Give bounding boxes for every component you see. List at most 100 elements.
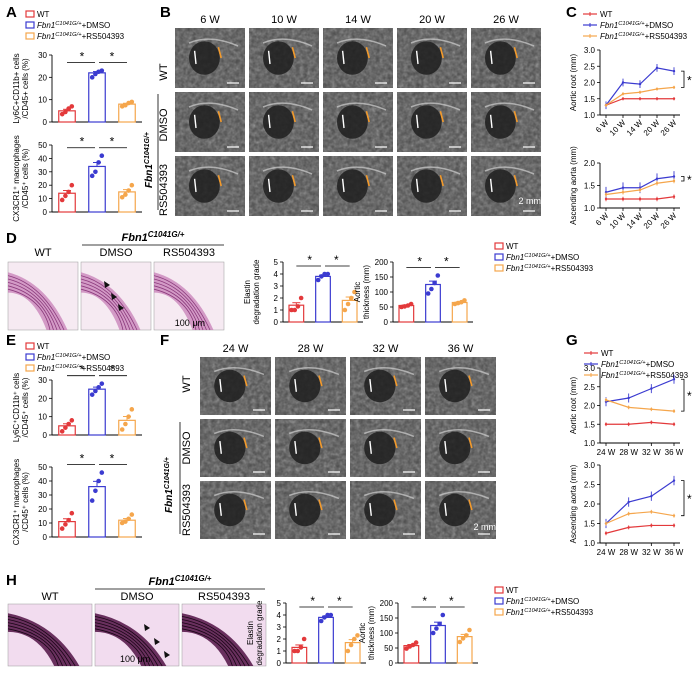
data-point [672, 175, 676, 178]
x-tick-label: 20 W [642, 118, 662, 138]
y-tick-label: 1.0 [584, 539, 596, 548]
elastin-lamella [7, 619, 72, 667]
legend-text: WT [601, 349, 614, 358]
y-tick-label: 5 [277, 599, 282, 608]
aortic-lumen [189, 105, 220, 139]
data-point [89, 173, 95, 179]
legend-entry: WT [600, 10, 613, 19]
data-point [351, 636, 357, 642]
x-tick-label: 10 W [608, 211, 628, 231]
data-point [413, 640, 419, 645]
y-tick-label: 2.5 [584, 383, 596, 392]
legend-entry: Fbn1C1041G/++DMSO [37, 353, 110, 362]
ascending-measure-line [217, 46, 222, 59]
significance-star: * [80, 135, 85, 149]
y-tick-label: 150 [380, 614, 394, 623]
root-measure-line [294, 378, 297, 392]
legend-text: +DMSO [551, 253, 580, 262]
x-tick-label: 28 W [619, 448, 638, 457]
histology-label-wt: WT [34, 247, 51, 259]
elastin-lamella [153, 278, 207, 331]
y-tick-label: 50 [379, 303, 388, 312]
root-measure-line [267, 178, 271, 193]
data-point [672, 97, 676, 100]
y-tick-label: 0 [384, 318, 389, 327]
timepoint-label: 32 W [373, 343, 399, 355]
elastin-lamella [181, 616, 250, 667]
elastin-lamella [181, 622, 242, 667]
legend-entry: Fbn1C1041G/++RS504393 [600, 32, 688, 41]
y-axis-label: degradation grade [255, 600, 264, 665]
genotype-label: Fbn1C1041G/+ [164, 457, 175, 513]
data-point [655, 182, 659, 185]
aortic-lumen [289, 369, 321, 403]
y-tick-label: 2.0 [584, 402, 596, 411]
ascending-measure-line [468, 499, 473, 511]
data-point [650, 495, 653, 498]
aortic-lumen [411, 169, 442, 203]
vessel-wall [484, 166, 535, 175]
y-tick-label: 0 [43, 118, 48, 127]
data-point [93, 169, 98, 175]
elastin-lamella [80, 282, 131, 331]
elastin-lamella [80, 285, 127, 331]
data-point [119, 194, 125, 200]
timepoint-label: 6 W [200, 14, 220, 26]
vessel-wall [484, 102, 535, 111]
data-point [69, 418, 75, 423]
scale-bar-label: 100 μm [175, 318, 205, 328]
bar-chart-A-bottom: 0 10 20 30 40 50 * * CX3CR1⁺ macrophages/CD45⁺ c… [12, 135, 142, 222]
row-label-rs: RS504393 [181, 484, 193, 536]
elastin-lamella [181, 625, 237, 667]
aortic-lumen [485, 41, 516, 75]
y-axis-label: Elastin [246, 621, 255, 645]
vessel-wall [213, 429, 265, 438]
data-point [322, 271, 327, 277]
ascending-measure-line [393, 499, 398, 511]
vessel-wall [288, 429, 340, 438]
genotype-text: C1041G/+ [175, 574, 212, 583]
y-axis-label: Ascending aorta (mm) [569, 146, 578, 225]
legend-entry: Fbn1C1041G/++RS504393 [506, 264, 594, 273]
y-axis-label: Aortic [358, 623, 367, 643]
elastin-lamella [80, 275, 138, 331]
y-tick-label: 30 [38, 51, 47, 60]
legend-text: Fbn1 [506, 264, 524, 273]
data-point [123, 421, 128, 427]
y-tick-label: 0 [277, 659, 282, 668]
legend-text: C1041G/+ [55, 32, 82, 38]
y-axis-label: Ly6C⁺CD11b⁺ cells [12, 373, 21, 442]
data-point [325, 612, 330, 618]
data-point [123, 102, 128, 108]
data-point [655, 197, 659, 201]
root-measure-line [415, 178, 419, 193]
series-line [605, 480, 675, 524]
data-point [621, 197, 625, 201]
y-axis-label: Ascending aorta (mm) [569, 464, 578, 543]
data-point [89, 498, 95, 503]
aortic-wall-section [81, 272, 141, 330]
root-measure-line [267, 50, 271, 65]
legend-text: Fbn1 [37, 32, 55, 41]
y-tick-label: 3.0 [584, 461, 596, 470]
data-point [99, 153, 105, 159]
elastin-lamella [94, 619, 159, 667]
elastin-lamella [80, 288, 124, 331]
ascending-measure-line [291, 46, 296, 59]
histology-h: WT DMSO RS504393 Fbn1C1041G/+ 100 μm [7, 574, 267, 667]
root-measure-line [219, 502, 222, 516]
x-tick-label: 24 W [597, 548, 616, 557]
y-axis-label: Ly6C+CD11b+ cells [12, 53, 21, 123]
x-tick-label: 32 W [642, 448, 661, 457]
elastin-lamella [7, 282, 58, 331]
data-point [627, 423, 630, 426]
aortic-lumen [337, 169, 368, 203]
root-measure-line [444, 440, 447, 454]
y-axis-label: CX3CR1⁺ macrophages [12, 459, 21, 545]
ascending-measure-line [513, 46, 518, 59]
data-point [457, 639, 463, 645]
data-point [604, 522, 608, 525]
